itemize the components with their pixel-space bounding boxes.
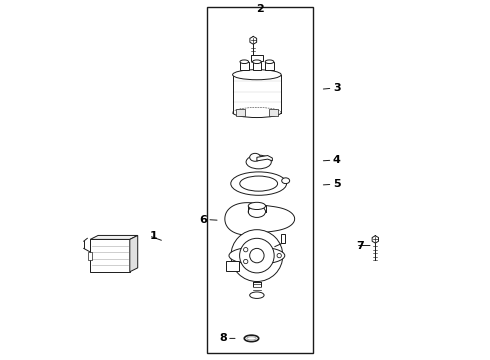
Bar — [226, 261, 239, 271]
Ellipse shape — [245, 335, 259, 342]
Ellipse shape — [250, 153, 261, 161]
Bar — [240, 62, 248, 70]
Ellipse shape — [282, 178, 290, 184]
Bar — [90, 239, 130, 272]
Bar — [251, 55, 263, 61]
Bar — [269, 109, 278, 116]
Circle shape — [277, 253, 281, 258]
Circle shape — [250, 248, 264, 263]
Polygon shape — [372, 236, 378, 243]
Ellipse shape — [247, 337, 256, 340]
Ellipse shape — [240, 176, 277, 191]
Text: 5: 5 — [333, 179, 341, 189]
Text: 8: 8 — [220, 333, 227, 343]
Bar — [207, 7, 314, 353]
Bar — [252, 62, 261, 70]
Ellipse shape — [252, 60, 261, 64]
Ellipse shape — [240, 60, 248, 64]
Polygon shape — [257, 156, 272, 161]
Circle shape — [240, 238, 274, 273]
Text: 4: 4 — [333, 155, 341, 165]
Text: 6: 6 — [199, 215, 208, 225]
Ellipse shape — [265, 60, 274, 64]
Polygon shape — [250, 36, 257, 44]
Text: 3: 3 — [333, 83, 341, 93]
Ellipse shape — [248, 202, 266, 210]
Ellipse shape — [231, 172, 287, 195]
Text: 1: 1 — [149, 231, 157, 241]
Text: 2: 2 — [257, 4, 265, 14]
Bar — [88, 252, 92, 260]
Bar — [281, 234, 285, 243]
Ellipse shape — [248, 206, 266, 217]
Circle shape — [244, 248, 248, 252]
Bar — [265, 62, 274, 70]
Ellipse shape — [250, 292, 264, 298]
Polygon shape — [225, 203, 294, 235]
Circle shape — [244, 259, 248, 264]
Circle shape — [231, 230, 283, 282]
Text: 7: 7 — [356, 240, 364, 251]
Bar — [236, 109, 245, 116]
Ellipse shape — [229, 247, 285, 264]
Ellipse shape — [233, 70, 281, 80]
Ellipse shape — [246, 155, 271, 169]
Polygon shape — [90, 235, 138, 239]
Polygon shape — [130, 235, 138, 272]
